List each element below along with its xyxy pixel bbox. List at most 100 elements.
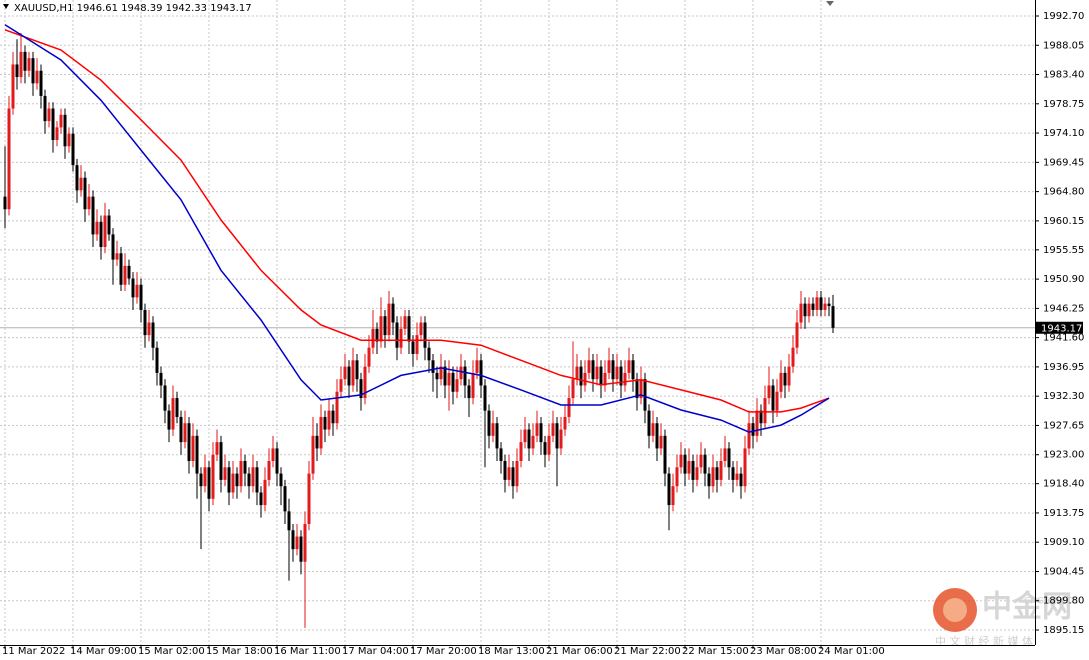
candle-body [163, 385, 167, 411]
candle-body [535, 423, 539, 436]
candle-body [31, 58, 35, 84]
candle-body [259, 492, 263, 506]
candle-body [423, 322, 427, 348]
x-tick-label: 23 Mar 08:00 [750, 646, 817, 657]
candle-body [391, 303, 395, 323]
candle-body [791, 347, 795, 367]
candle-body [683, 454, 687, 474]
candle-body [287, 511, 291, 531]
candle-body [367, 347, 371, 367]
candle-body [463, 366, 467, 386]
candle-body [91, 196, 95, 235]
candle-body [331, 410, 335, 424]
candle-body [727, 448, 731, 468]
candle-body [687, 461, 691, 474]
candle-body [35, 70, 39, 84]
candle-body [371, 328, 375, 348]
candle-body [119, 253, 123, 285]
candle-body [227, 467, 231, 493]
x-tick-label: 17 Mar 04:00 [342, 646, 409, 657]
candle-body [359, 379, 363, 399]
candle-body [699, 454, 703, 468]
x-tick-label: 21 Mar 06:00 [546, 646, 613, 657]
candle-body [247, 473, 251, 487]
candle-body [667, 473, 671, 506]
x-tick-label: 11 Mar 2022 [2, 646, 65, 657]
candle-body [207, 467, 211, 499]
candle-body [243, 461, 247, 474]
candle-body [659, 435, 663, 449]
candle-body [739, 473, 743, 487]
y-tick-label: 1913.75 [1043, 508, 1084, 519]
candle-body [523, 429, 527, 443]
candle-body [815, 297, 819, 310]
candle-body [511, 467, 515, 487]
candle-body [555, 423, 559, 449]
candle-body [499, 448, 503, 462]
candle-body [7, 108, 11, 210]
candle-body [23, 51, 27, 71]
candle-body [447, 372, 451, 386]
candle-body [295, 536, 299, 550]
x-tick-label: 18 Mar 13:00 [478, 646, 545, 657]
candle-body [439, 366, 443, 380]
candle-body [459, 366, 463, 380]
candle-body [639, 379, 643, 399]
candle-body [655, 423, 659, 449]
candle-body [607, 360, 611, 373]
candle-body [527, 429, 531, 449]
y-tick-label: 1955.55 [1043, 245, 1084, 256]
candle-body [663, 435, 667, 474]
x-tick-label: 15 Mar 02:00 [138, 646, 205, 657]
candle-body [831, 306, 835, 328]
y-tick-label: 1983.40 [1043, 70, 1084, 81]
watermark-tagline: 中 文 财 经 新 媒 体 [935, 634, 1033, 648]
menu-arrow[interactable] [3, 4, 9, 9]
y-tick-label: 1895.15 [1043, 625, 1084, 636]
y-tick-label: 1978.75 [1043, 99, 1084, 110]
candle-body [63, 114, 67, 147]
candle-body [519, 442, 523, 462]
candle-body [715, 467, 719, 480]
shift-marker[interactable] [826, 1, 834, 6]
candle-body [311, 435, 315, 474]
candle-body [171, 398, 175, 430]
candle-body [403, 316, 407, 329]
candle-body [627, 360, 631, 373]
candle-body [315, 435, 319, 449]
candle-body [563, 416, 567, 430]
candle-body [151, 322, 155, 348]
y-tick-label: 1992.70 [1043, 11, 1084, 22]
candle-body [827, 303, 831, 307]
candle-body [355, 360, 359, 380]
candle-body [143, 309, 147, 336]
x-tick-label: 16 Mar 11:00 [274, 646, 341, 657]
y-tick-label: 1988.05 [1043, 40, 1084, 51]
candle-body [651, 423, 655, 436]
watermark-brand: 中金网 [982, 590, 1072, 625]
candle-body [167, 410, 171, 430]
candle-body [215, 442, 219, 455]
candle-body [475, 360, 479, 373]
candle-body [175, 398, 179, 417]
candle-body [675, 467, 679, 487]
candle-body [723, 448, 727, 462]
candle-body [375, 328, 379, 342]
candle-body [767, 385, 771, 399]
y-tick-label: 1909.10 [1043, 537, 1084, 548]
y-tick-label: 1904.45 [1043, 566, 1084, 577]
candle-body [707, 473, 711, 487]
candle-body [255, 467, 259, 493]
candle-body [455, 379, 459, 392]
candle-body [123, 265, 127, 285]
candle-body [623, 372, 627, 386]
candle-body [647, 410, 651, 436]
candle-body [27, 58, 31, 71]
candle-body [15, 64, 19, 78]
candle-body [755, 410, 759, 436]
candle-body [191, 435, 195, 462]
y-tick-label: 1969.45 [1043, 157, 1084, 168]
watermark-logo-inner [943, 598, 967, 622]
candle-body [379, 316, 383, 342]
